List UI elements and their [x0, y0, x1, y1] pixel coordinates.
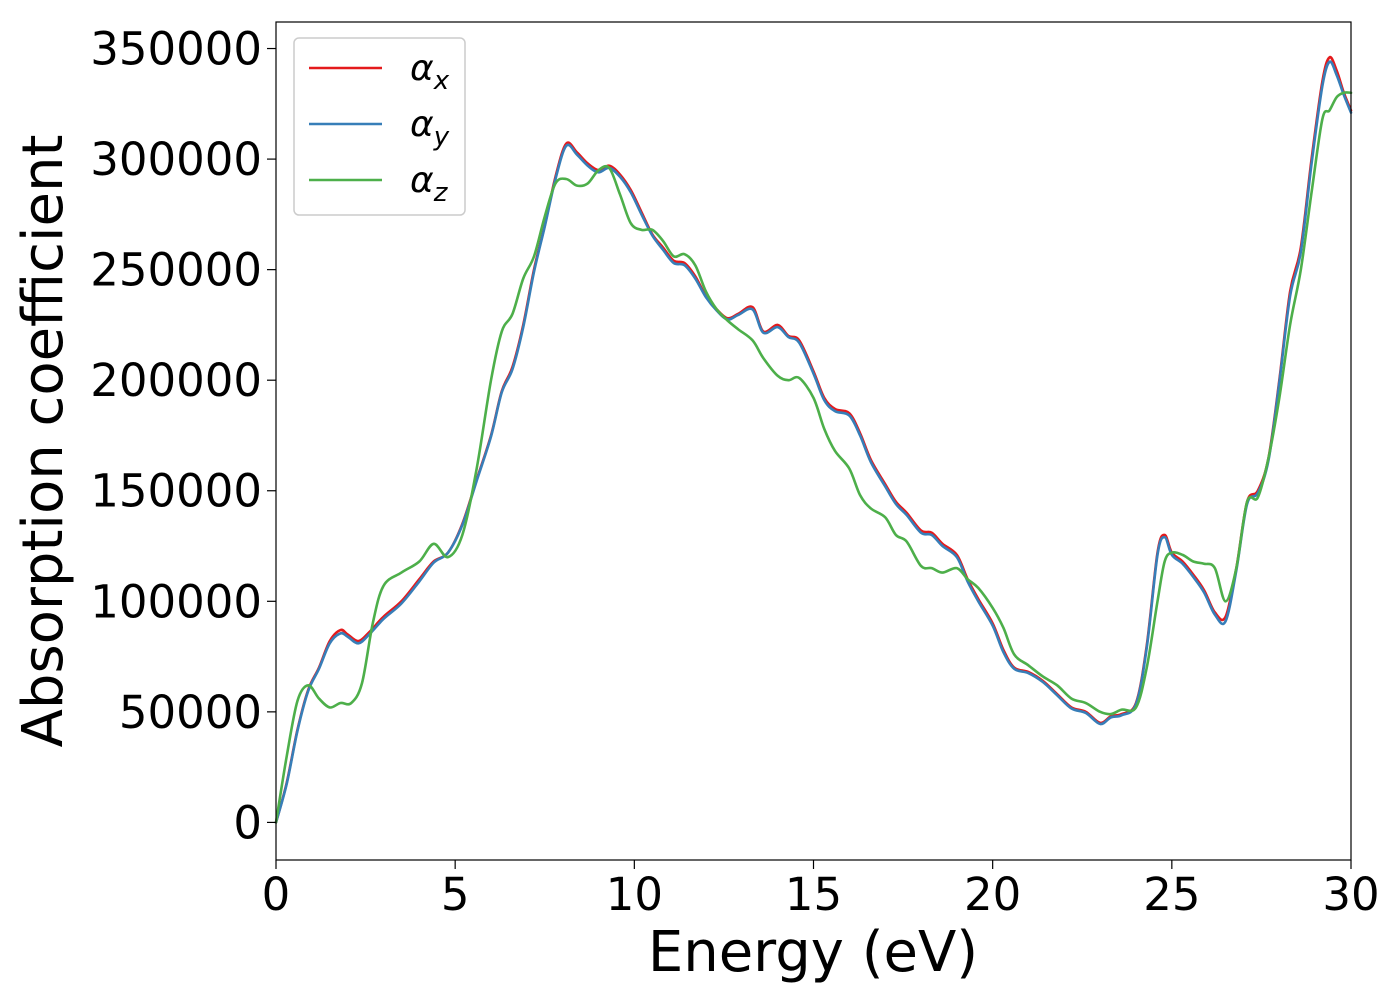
x-axis-label: Energy (eV): [648, 920, 978, 985]
x-tick-label: 25: [1143, 868, 1200, 921]
legend-box: [293, 37, 466, 216]
x-tick-label: 5: [441, 868, 470, 921]
series-line-3: [274, 91, 1353, 824]
x-tick-label: 15: [785, 868, 842, 921]
y-tick-label: 350000: [90, 23, 262, 76]
x-tick-label: 10: [606, 868, 663, 921]
y-tick-label: 0: [233, 796, 262, 849]
legend-label-2: αy: [410, 104, 450, 152]
y-tick-label: 100000: [90, 575, 262, 628]
y-axis-label: Absorption coefficient: [11, 135, 76, 748]
x-tick-label: 30: [1322, 868, 1379, 921]
y-tick-label: 300000: [90, 133, 262, 186]
y-axis: 0 50000 100000 150000 200000 250000 300000 3500…: [90, 23, 276, 849]
y-tick-label: 150000: [90, 465, 262, 518]
series-layer: [274, 55, 1353, 824]
x-axis: 0 5 10 15 20 25 30: [262, 860, 1380, 921]
series-line-2: [274, 60, 1353, 824]
y-tick-label: 250000: [90, 244, 262, 297]
x-tick-label: 20: [964, 868, 1021, 921]
y-tick-label: 200000: [90, 354, 262, 407]
x-tick-label: 0: [262, 868, 291, 921]
y-tick-label: 50000: [119, 686, 262, 739]
